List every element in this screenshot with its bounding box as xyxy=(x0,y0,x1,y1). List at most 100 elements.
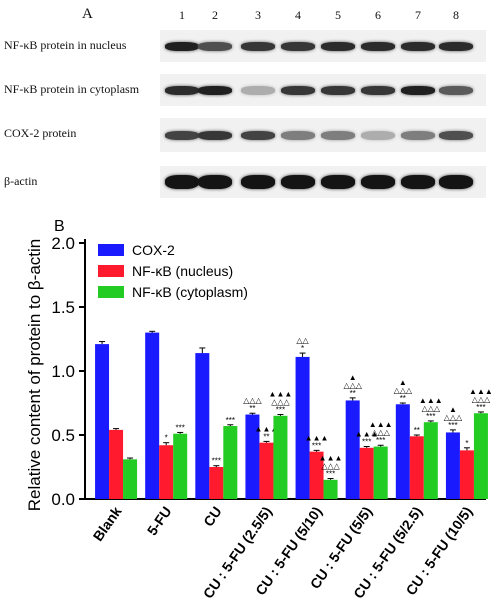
significance-marker: ** xyxy=(350,389,356,398)
bar-chart: B 0.0 0.5 1.0 1.5 2.0 Relative content of prot… xyxy=(25,218,493,601)
blot-row-label: COX-2 protein xyxy=(4,126,77,140)
bar xyxy=(459,450,474,499)
blot-band xyxy=(165,85,199,95)
y-tick-label: 0.0 xyxy=(51,490,75,509)
bar xyxy=(295,356,310,499)
blot-band xyxy=(321,41,355,51)
blot-band xyxy=(165,175,199,189)
significance-marker: *** xyxy=(426,412,435,421)
blot-band xyxy=(439,130,473,140)
significance-marker: ** xyxy=(400,394,406,403)
significance-marker: * xyxy=(301,344,304,353)
blot-band xyxy=(198,175,232,189)
significance-marker: * xyxy=(465,439,468,448)
significance-marker: △△△ xyxy=(472,395,491,404)
significance-marker: △△△ xyxy=(321,462,340,471)
lane-number: 8 xyxy=(453,8,459,22)
significance-marker: ▲▲▲ xyxy=(255,424,279,433)
blot-band xyxy=(401,175,435,189)
bar xyxy=(359,447,374,499)
blot-band xyxy=(281,175,315,189)
bar xyxy=(259,442,274,499)
y-axis-label: Relative content of protein to β-actin xyxy=(25,239,44,511)
significance-marker: *** xyxy=(176,423,185,432)
bar xyxy=(173,433,188,499)
y-tick-label: 1.0 xyxy=(51,362,75,381)
significance-marker: ▲ xyxy=(349,373,357,382)
blot-strip xyxy=(160,166,486,198)
significance-marker: ** xyxy=(414,426,420,435)
blot-band xyxy=(361,175,395,189)
bar xyxy=(209,467,224,499)
lane-number: 5 xyxy=(335,8,341,22)
blot-strip xyxy=(160,118,486,152)
significance-marker: *** xyxy=(212,457,221,466)
y-tick-label: 1.5 xyxy=(51,298,75,317)
significance-marker: ▲▲▲ xyxy=(469,387,493,396)
significance-marker: *** xyxy=(448,421,457,430)
blot-band xyxy=(321,130,355,140)
western-blot-panel: A 1 2 3 4 5 6 7 8 NF-κB protein in nucleus NF-κB… xyxy=(0,0,496,205)
bar xyxy=(323,479,338,499)
blot-strip xyxy=(160,30,486,62)
significance-marker: ▲▲▲ xyxy=(319,454,343,463)
x-tick-label: CU xyxy=(200,504,225,530)
blot-band xyxy=(241,175,275,189)
significance-marker: ▲▲▲ xyxy=(369,420,393,429)
blot-band xyxy=(401,85,435,95)
significance-marker: *** xyxy=(312,441,321,450)
blot-band xyxy=(401,41,435,51)
lane-number: 3 xyxy=(255,8,261,22)
significance-marker: ▲▲▲ xyxy=(419,396,443,405)
significance-marker: *** xyxy=(226,416,235,425)
blot-band xyxy=(361,41,395,51)
blot-band xyxy=(321,175,355,189)
blot-band xyxy=(198,130,232,140)
y-tick-label: 0.5 xyxy=(51,426,75,445)
significance-marker: ▲▲▲ xyxy=(269,390,293,399)
bar xyxy=(409,436,424,499)
blot-band xyxy=(439,175,473,189)
significance-marker: ▲▲▲ xyxy=(305,433,329,442)
legend-label: COX-2 xyxy=(132,242,175,258)
blot-row-label: NF-κB protein in nucleus xyxy=(4,38,127,52)
x-tick-label: Blank xyxy=(90,503,125,544)
bar xyxy=(195,353,210,499)
legend-swatch xyxy=(98,286,124,298)
panel-b-letter: B xyxy=(54,218,65,235)
significance-marker: △△△ xyxy=(371,428,390,437)
blot-band xyxy=(165,130,199,140)
bar xyxy=(245,414,260,499)
significance-marker: △△△ xyxy=(271,398,290,407)
blot-band xyxy=(281,85,315,95)
bar xyxy=(223,426,238,499)
bar xyxy=(95,344,110,499)
significance-marker: *** xyxy=(376,436,385,445)
bar xyxy=(145,332,160,499)
blot-band xyxy=(241,41,275,51)
y-tick-label: 2.0 xyxy=(51,234,75,253)
significance-marker: △△△ xyxy=(444,413,463,422)
lane-number: 6 xyxy=(375,8,381,22)
bar xyxy=(309,451,324,499)
bar xyxy=(123,459,138,499)
blot-band xyxy=(361,85,395,95)
bar xyxy=(159,445,174,499)
panel-a-letter: A xyxy=(82,6,93,22)
lane-number: 7 xyxy=(415,8,421,22)
bar xyxy=(273,415,288,499)
bar xyxy=(345,400,360,499)
blot-band xyxy=(281,41,315,51)
bar xyxy=(395,404,410,499)
blot-band xyxy=(361,130,395,140)
blot-band xyxy=(165,41,199,51)
bar xyxy=(373,446,388,499)
significance-marker: ** xyxy=(249,404,255,413)
significance-marker: ▲▲▲ xyxy=(355,430,379,439)
significance-marker: ▲ xyxy=(449,405,457,414)
bar xyxy=(473,413,488,499)
blot-band xyxy=(401,130,435,140)
significance-marker: △△△ xyxy=(422,404,441,413)
significance-marker: *** xyxy=(362,438,371,447)
blot-band xyxy=(198,41,232,51)
